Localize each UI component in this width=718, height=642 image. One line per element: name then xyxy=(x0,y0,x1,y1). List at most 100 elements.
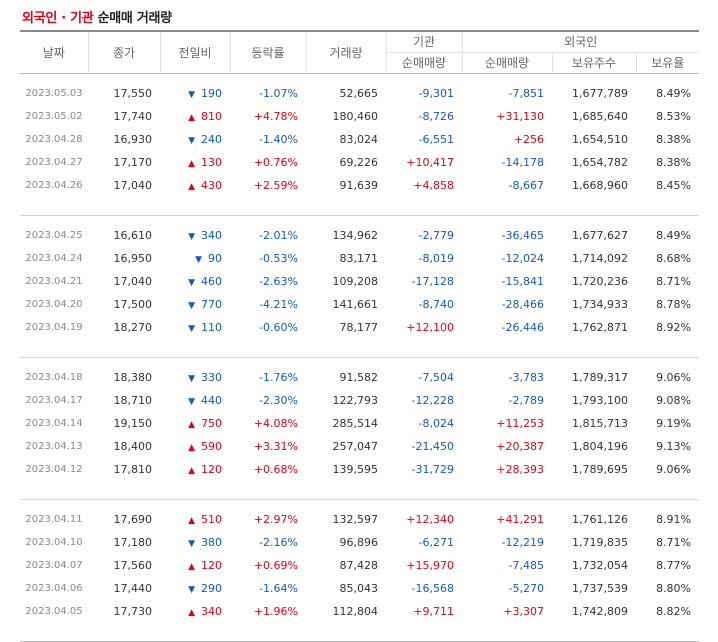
rate-cell: -1.76% xyxy=(259,371,298,384)
foreign-ratio-cell: 8.92% xyxy=(656,321,692,334)
table-row: 2023.04.14 19,150 ▲ 750 +4.08% 285,514 -8,024 +… xyxy=(20,412,699,435)
institution-net-cell: -8,726 xyxy=(418,110,454,123)
close-cell: 18,400 xyxy=(113,440,153,453)
volume-cell: 132,597 xyxy=(332,513,379,526)
rate-cell: +3.31% xyxy=(253,440,298,453)
change-cell: ▼ 240 xyxy=(160,128,230,151)
table-row: 2023.04.25 16,610 ▼ 340 -2.01% 134,962 -2,779 -… xyxy=(20,224,699,247)
change-value: 340 xyxy=(201,229,222,242)
volume-cell: 139,595 xyxy=(332,463,379,476)
foreign-net-cell: -15,841 xyxy=(501,275,544,288)
foreign-net-cell: +28,393 xyxy=(496,463,544,476)
group-divider xyxy=(20,339,700,358)
change-cell: ▼ 110 xyxy=(160,316,230,339)
date-cell: 2023.04.17 xyxy=(25,395,83,406)
foreign-net-cell: +41,291 xyxy=(496,513,544,526)
foreign-ratio-cell: 8.82% xyxy=(656,605,692,618)
change-value: 440 xyxy=(201,394,222,407)
table-row: 2023.05.03 17,550 ▼ 190 -1.07% 52,665 -9,301 -7… xyxy=(20,82,699,105)
change-cell: ▼ 340 xyxy=(160,224,230,247)
up-arrow-icon: ▲ xyxy=(188,182,195,192)
foreign-shares-cell: 1,654,510 xyxy=(572,133,628,146)
rate-cell: -2.30% xyxy=(259,394,298,407)
date-cell: 2023.04.13 xyxy=(25,441,83,452)
institution-net-cell: -6,551 xyxy=(418,133,454,146)
change-cell: ▲ 750 xyxy=(160,412,230,435)
up-arrow-icon: ▲ xyxy=(188,516,195,526)
institution-net-cell: -8,024 xyxy=(418,417,454,430)
header-foreign-ratio: 보유율 xyxy=(635,52,700,73)
foreign-shares-cell: 1,815,713 xyxy=(572,417,628,430)
header-foreign-shares: 보유주수 xyxy=(551,52,636,73)
foreign-shares-cell: 1,668,960 xyxy=(572,179,628,192)
close-cell: 17,440 xyxy=(113,582,153,595)
foreign-ratio-cell: 8.53% xyxy=(656,110,692,123)
foreign-net-cell: -5,270 xyxy=(508,582,544,595)
foreign-ratio-cell: 8.38% xyxy=(656,156,692,169)
volume-cell: 69,226 xyxy=(339,156,379,169)
close-cell: 17,690 xyxy=(113,513,153,526)
volume-cell: 83,024 xyxy=(339,133,379,146)
group-spacer xyxy=(20,499,699,508)
title-investor-label: 외국인 · 기관 xyxy=(22,11,94,26)
foreign-shares-cell: 1,734,933 xyxy=(572,298,628,311)
close-cell: 17,180 xyxy=(113,536,153,549)
group-spacer xyxy=(20,357,699,366)
foreign-ratio-cell: 8.91% xyxy=(656,513,692,526)
date-cell: 2023.04.20 xyxy=(25,299,83,310)
foreign-ratio-cell: 8.49% xyxy=(656,229,692,242)
header-date: 날짜 xyxy=(20,31,88,73)
table-row: 2023.04.06 17,440 ▼ 290 -1.64% 85,043 -16,568 -… xyxy=(20,577,699,600)
change-value: 460 xyxy=(201,275,222,288)
foreign-shares-cell: 1,677,789 xyxy=(572,87,628,100)
close-cell: 17,810 xyxy=(113,463,153,476)
foreign-net-cell: -26,446 xyxy=(501,321,544,334)
down-arrow-icon: ▼ xyxy=(188,232,195,242)
table-row: 2023.04.19 18,270 ▼ 110 -0.60% 78,177 +12,100 -… xyxy=(20,316,699,339)
up-arrow-icon: ▲ xyxy=(188,443,195,453)
group-divider xyxy=(20,481,700,500)
close-cell: 18,380 xyxy=(113,371,153,384)
date-cell: 2023.04.10 xyxy=(25,537,83,548)
change-value: 120 xyxy=(201,559,222,572)
date-cell: 2023.04.26 xyxy=(25,180,83,191)
date-cell: 2023.04.28 xyxy=(25,134,83,145)
date-cell: 2023.04.24 xyxy=(25,253,83,264)
table-row: 2023.04.24 16,950 ▼ 90 -0.53% 83,171 -8,019 -12… xyxy=(20,247,699,270)
table-row: 2023.04.20 17,500 ▼ 770 -4.21% 141,661 -8,740 -… xyxy=(20,293,699,316)
rate-cell: -1.07% xyxy=(259,87,298,100)
date-cell: 2023.05.03 xyxy=(25,88,83,99)
date-cell: 2023.05.02 xyxy=(25,111,83,122)
rate-cell: -1.64% xyxy=(259,582,298,595)
change-value: 240 xyxy=(201,133,222,146)
institution-net-cell: +12,340 xyxy=(406,513,454,526)
foreign-net-cell: -12,024 xyxy=(501,252,544,265)
foreign-shares-cell: 1,714,092 xyxy=(572,252,628,265)
foreign-shares-cell: 1,789,695 xyxy=(572,463,628,476)
close-cell: 16,930 xyxy=(113,133,153,146)
date-cell: 2023.04.07 xyxy=(25,560,83,571)
change-cell: ▲ 340 xyxy=(160,600,230,623)
group-divider xyxy=(20,197,700,216)
down-arrow-icon: ▼ xyxy=(188,324,195,334)
foreign-net-cell: -2,789 xyxy=(508,394,544,407)
foreign-shares-cell: 1,732,054 xyxy=(572,559,628,572)
foreign-ratio-cell: 9.19% xyxy=(656,417,692,430)
change-cell: ▼ 460 xyxy=(160,270,230,293)
up-arrow-icon: ▲ xyxy=(188,420,195,430)
change-value: 130 xyxy=(201,156,222,169)
foreign-shares-cell: 1,789,317 xyxy=(572,371,628,384)
table-row: 2023.04.27 17,170 ▲ 130 +0.76% 69,226 +10,417 -… xyxy=(20,151,699,174)
institution-net-cell: +15,970 xyxy=(406,559,454,572)
table-row: 2023.04.28 16,930 ▼ 240 -1.40% 83,024 -6,551 +2… xyxy=(20,128,699,151)
change-cell: ▼ 90 xyxy=(160,247,230,270)
close-cell: 17,170 xyxy=(113,156,153,169)
close-cell: 18,710 xyxy=(113,394,153,407)
volume-cell: 257,047 xyxy=(332,440,379,453)
foreign-ratio-cell: 8.45% xyxy=(656,179,692,192)
date-cell: 2023.04.18 xyxy=(25,372,83,383)
institution-net-cell: -8,019 xyxy=(418,252,454,265)
rate-cell: -2.16% xyxy=(259,536,298,549)
rate-cell: +2.97% xyxy=(253,513,298,526)
table-row: 2023.04.13 18,400 ▲ 590 +3.31% 257,047 -21,450… xyxy=(20,435,699,458)
